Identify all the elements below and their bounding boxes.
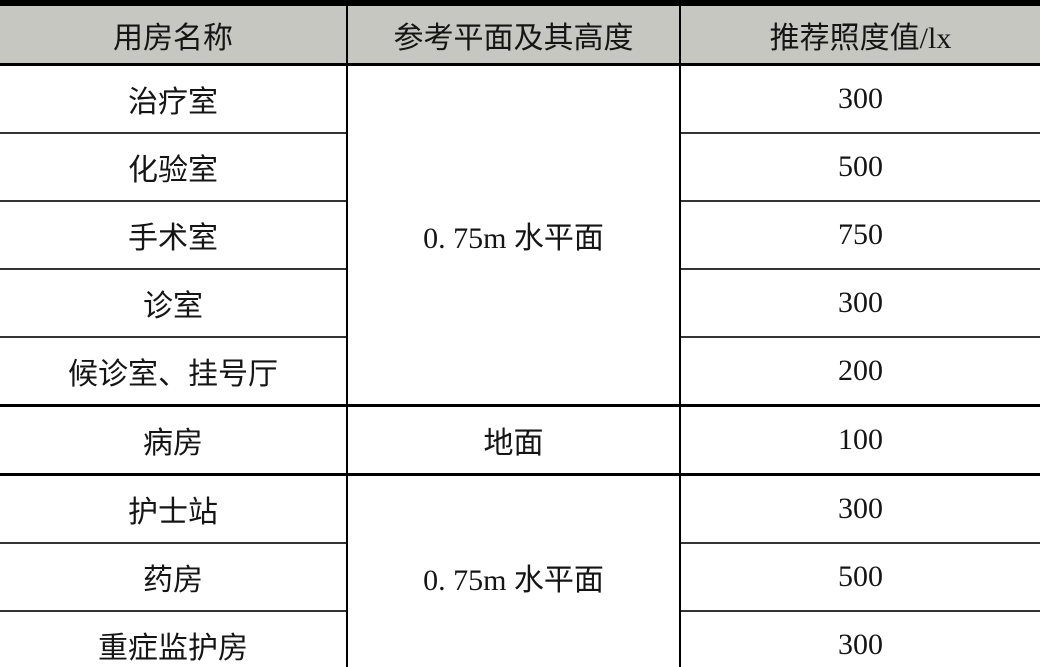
table-row: 病房 地面 100 [0, 404, 1040, 475]
room-name-cell: 候诊室、挂号厅 [0, 336, 348, 406]
lux-value-cell: 300 [679, 268, 1040, 337]
lux-value-cell: 750 [679, 200, 1040, 269]
room-name-cell: 药房 [0, 542, 348, 611]
room-name-cell: 治疗室 [0, 63, 348, 133]
table-row: 化验室 500 [0, 132, 1040, 201]
lux-value-cell: 500 [679, 132, 1040, 201]
table-row: 药房 500 [0, 542, 1040, 611]
table-row: 治疗室 0. 75m 水平面 300 [0, 63, 1040, 406]
lux-value-cell: 300 [679, 610, 1040, 667]
reference-plane-cell: 0. 75m 水平面 [346, 473, 681, 667]
room-name-cell: 护士站 [0, 473, 348, 543]
table-row: 手术室 750 [0, 200, 1040, 269]
table-row: 诊室 300 [0, 268, 1040, 337]
reference-plane-cell: 地面 [346, 404, 681, 475]
table-row: 候诊室、挂号厅 200 [0, 336, 1040, 406]
lux-value-cell: 100 [679, 404, 1040, 475]
header-illuminance: 推荐照度值/lx [679, 3, 1040, 66]
header-room-name: 用房名称 [0, 3, 348, 66]
reference-plane-cell: 0. 75m 水平面 [346, 63, 681, 406]
header-row: 用房名称 参考平面及其高度 推荐照度值/lx [0, 3, 1040, 66]
lux-value-cell: 300 [679, 63, 1040, 133]
table-row: 护士站 0. 75m 水平面 300 [0, 473, 1040, 667]
room-name-cell: 重症监护房 [0, 610, 348, 667]
lux-value-cell: 200 [679, 336, 1040, 406]
lux-value-cell: 300 [679, 473, 1040, 543]
header-reference-plane: 参考平面及其高度 [346, 3, 681, 66]
room-name-cell: 病房 [0, 404, 348, 475]
room-name-cell: 诊室 [0, 268, 348, 337]
lux-value-cell: 500 [679, 542, 1040, 611]
room-name-cell: 化验室 [0, 132, 348, 201]
room-name-cell: 手术室 [0, 200, 348, 269]
table-row: 重症监护房 300 [0, 610, 1040, 667]
